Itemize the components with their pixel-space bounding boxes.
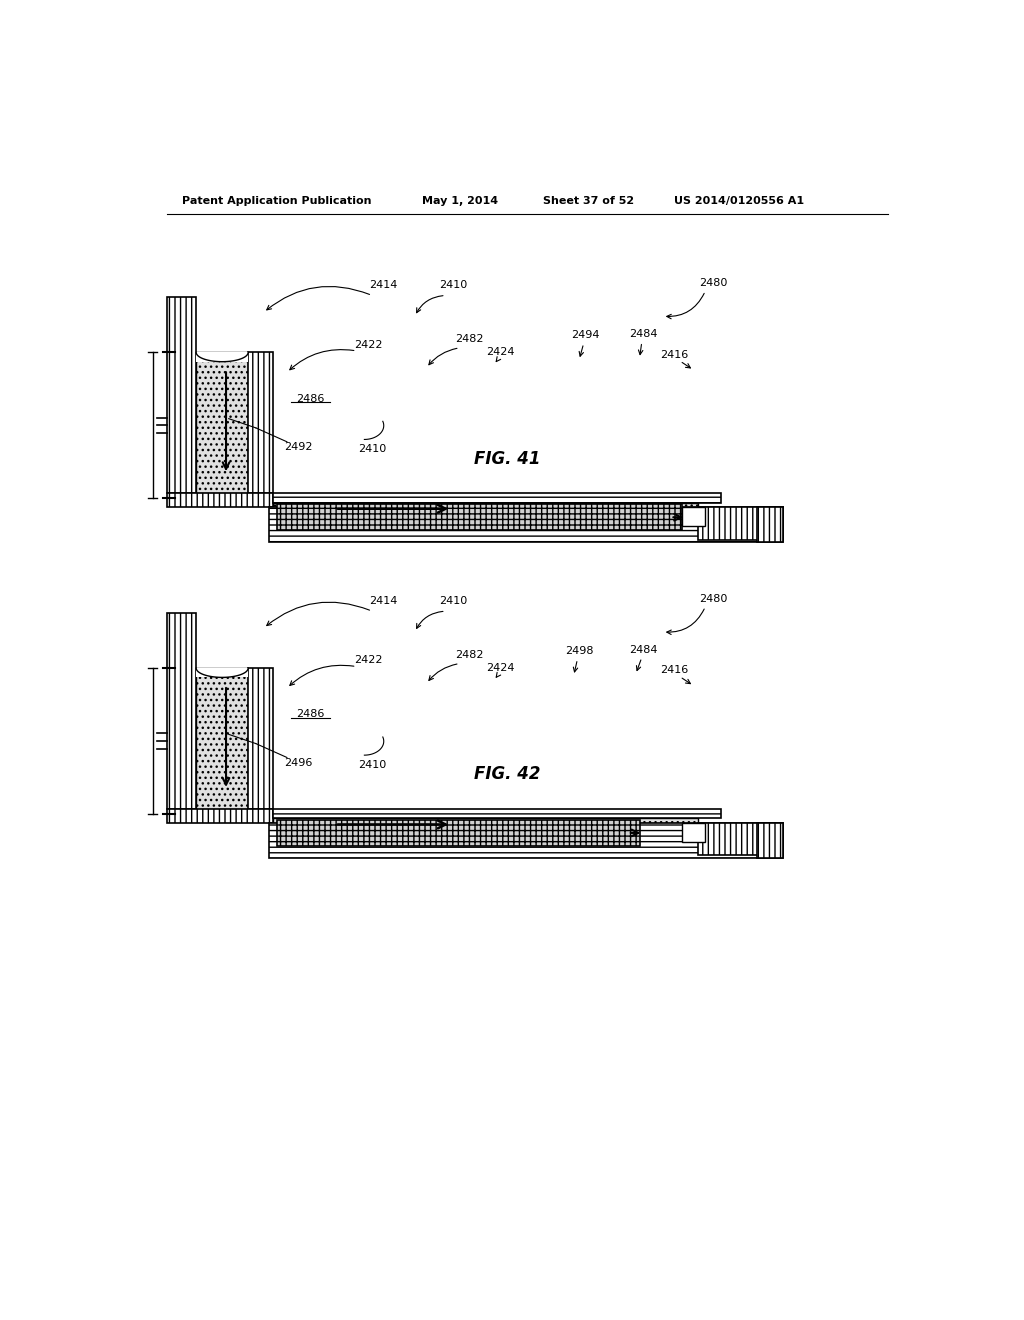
Text: 2482: 2482 [455,334,483,345]
Text: 2416: 2416 [660,665,688,676]
Bar [197,668,248,677]
Text: 2414: 2414 [370,280,398,290]
Text: 2410: 2410 [358,760,386,770]
Bar [276,504,682,531]
Bar [273,503,697,507]
Bar [197,352,248,494]
Bar [757,822,783,858]
Bar [197,668,248,809]
Bar [269,822,783,858]
Bar [697,507,783,540]
Bar [757,507,783,541]
Text: 2416: 2416 [660,350,688,360]
Text: 2422: 2422 [354,656,383,665]
Text: 2484: 2484 [629,644,657,655]
Text: 2414: 2414 [370,597,398,606]
Bar [269,507,783,541]
Text: 2486: 2486 [296,393,325,404]
Bar [167,612,197,809]
Bar [682,507,706,527]
Text: Patent Application Publication: Patent Application Publication [182,195,372,206]
Text: 2410: 2410 [358,445,386,454]
Text: 2422: 2422 [354,339,383,350]
Text: US 2014/0120556 A1: US 2014/0120556 A1 [675,195,805,206]
Bar [167,297,197,494]
Text: FIG. 42: FIG. 42 [474,766,541,783]
Bar [276,820,640,846]
Bar [167,494,273,507]
Text: 2498: 2498 [565,647,593,656]
Text: 2424: 2424 [485,663,514,673]
Text: Sheet 37 of 52: Sheet 37 of 52 [543,195,634,206]
Text: 2480: 2480 [699,279,727,288]
Bar [682,822,706,842]
Bar [273,494,721,503]
Bar [167,809,273,822]
Text: May 1, 2014: May 1, 2014 [423,195,499,206]
Bar [273,818,697,822]
Text: 2424: 2424 [485,347,514,358]
Text: 2482: 2482 [455,649,483,660]
Bar [697,822,783,855]
Bar [248,352,273,494]
Text: 2492: 2492 [285,442,312,453]
Text: 2484: 2484 [629,329,657,339]
Text: 2410: 2410 [439,597,468,606]
Text: 2480: 2480 [699,594,727,603]
Text: FIG. 41: FIG. 41 [474,450,541,467]
Text: 2496: 2496 [285,758,312,768]
Text: 2494: 2494 [571,330,599,341]
Bar [197,352,248,362]
Text: 2410: 2410 [439,280,468,290]
Text: 2486: 2486 [296,709,325,719]
Bar [273,809,721,818]
Bar [248,668,273,809]
